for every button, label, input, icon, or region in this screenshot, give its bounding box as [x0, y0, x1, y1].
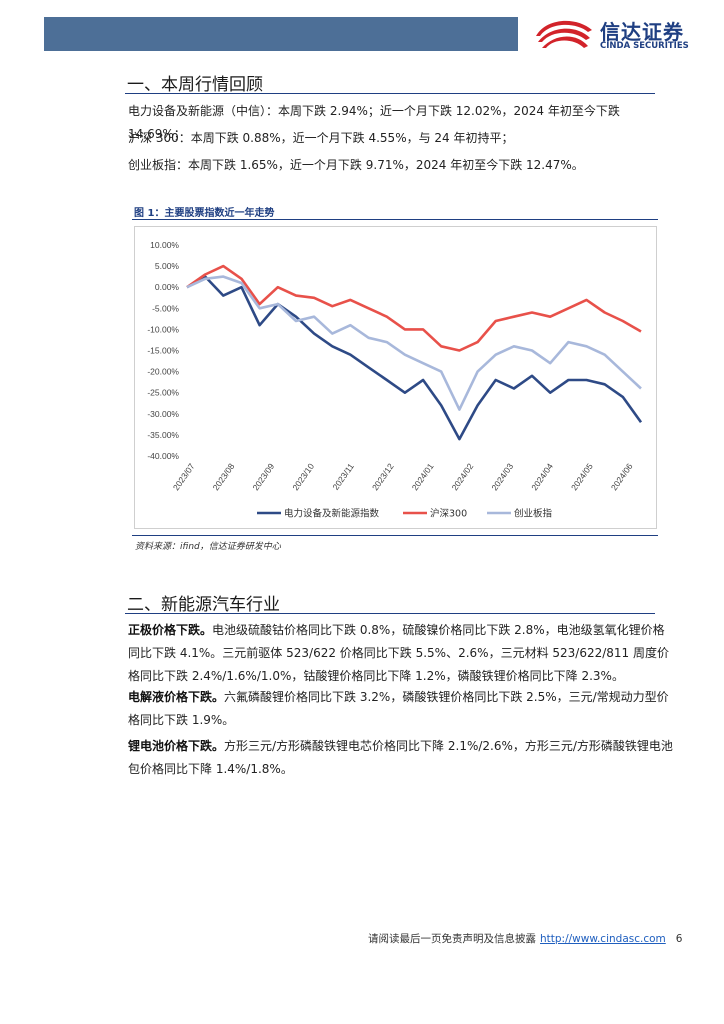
page-number: 6: [675, 933, 683, 945]
x-tick-label: 2023/07: [171, 461, 197, 492]
y-tick-label: -20.00%: [147, 367, 179, 377]
x-tick-label: 2024/02: [450, 461, 476, 492]
figure-bottom-rule: [132, 535, 658, 536]
section2-rule: [125, 613, 655, 614]
x-tick-label: 2023/11: [330, 461, 356, 492]
x-tick-label: 2024/01: [410, 461, 436, 492]
index-trend-chart: 10.00% 5.00% 0.00% -5.00% -10.00% -15.00% -20.…: [134, 226, 657, 529]
cinda-logo-mark-icon: [536, 20, 592, 48]
legend-label-0: 电力设备及新能源指数: [284, 508, 380, 520]
x-tick-label: 2024/06: [609, 461, 635, 492]
logo-chinese-name: 信达证券: [600, 20, 684, 44]
logo-english-name: CINDA SECURITIES: [600, 41, 689, 51]
x-tick-label: 2023/09: [250, 461, 276, 492]
paragraph-cathode-text: 电池级硫酸钴价格同比下跌 0.8%，硫酸镍价格同比下跌 2.8%，电池级氢氧化锂…: [128, 623, 669, 683]
chart-svg: 10.00% 5.00% 0.00% -5.00% -10.00% -15.00% -20.…: [147, 240, 643, 520]
paragraph-electrolyte-text: 六氟磷酸锂价格同比下跌 3.2%，磷酸铁锂价格同比下跌 2.5%，三元/常规动力…: [128, 690, 669, 727]
legend-label-2: 创业板指: [514, 508, 553, 520]
market-line-chinext: 创业板指：本周下跌 1.65%，近一个月下跌 9.71%，2024 年初至今下跌…: [128, 158, 584, 172]
paragraph-battery-lead: 锂电池价格下跌。: [128, 739, 225, 753]
y-tick-label: -5.00%: [152, 303, 179, 313]
figure-top-rule: [132, 219, 658, 220]
header-bar: [44, 17, 518, 51]
series-line-1: [186, 264, 642, 352]
paragraph-cathode-lead: 正极价格下跌。: [128, 623, 213, 637]
paragraph-battery-text: 方形三元/方形磷酸铁锂电芯价格同比下降 2.1%/2.6%，方形三元/方形磷酸铁…: [128, 739, 673, 776]
footer-disclaimer: 请阅读最后一页免责声明及信息披露: [368, 933, 536, 945]
paragraph-battery: 锂电池价格下跌。方形三元/方形磷酸铁锂电芯价格同比下降 2.1%/2.6%，方形…: [128, 735, 676, 781]
series-line-2: [186, 275, 642, 411]
y-tick-label: -30.00%: [147, 409, 179, 419]
x-tick-label: 2024/04: [529, 461, 555, 492]
series-line-0: [186, 275, 643, 441]
x-tick-label: 2023/08: [211, 461, 237, 492]
section1-title: 一、本周行情回顾: [127, 75, 263, 95]
y-tick-label: -25.00%: [147, 388, 179, 398]
figure-title: 图 1：主要股票指数近一年走势: [134, 208, 275, 219]
x-tick-label: 2024/03: [489, 461, 515, 492]
y-tick-label: 10.00%: [150, 240, 179, 250]
market-line-csi300: 沪深 300：本周下跌 0.88%，近一个月下跌 4.55%，与 24 年初持平…: [128, 131, 514, 145]
y-tick-label: -40.00%: [147, 451, 179, 461]
x-tick-label: 2023/10: [290, 461, 316, 492]
x-tick-label: 2024/05: [569, 461, 595, 492]
footer-url-link[interactable]: http://www.cindasc.com: [540, 933, 666, 945]
x-tick-label: 2023/12: [370, 461, 396, 492]
legend-label-1: 沪深300: [430, 508, 467, 520]
paragraph-electrolyte: 电解液价格下跌。六氟磷酸锂价格同比下跌 3.2%，磷酸铁锂价格同比下跌 2.5%…: [128, 686, 676, 732]
section1-rule: [125, 93, 655, 94]
y-tick-label: 0.00%: [155, 282, 180, 292]
y-tick-label: -15.00%: [147, 346, 179, 356]
section2-title: 二、新能源汽车行业: [127, 595, 280, 615]
y-tick-label: -10.00%: [147, 324, 179, 334]
cinda-logo: 信达证券 CINDA SECURITIES: [532, 14, 702, 54]
paragraph-cathode: 正极价格下跌。电池级硫酸钴价格同比下跌 0.8%，硫酸镍价格同比下跌 2.8%，…: [128, 619, 676, 688]
market-line-power-equipment: 电力设备及新能源（中信）：本周下跌 2.94%；近一个月下跌 12.02%，20…: [128, 104, 620, 141]
footer: 请阅读最后一页免责声明及信息披露 http://www.cindasc.com 6: [368, 931, 682, 946]
y-tick-label: 5.00%: [155, 261, 180, 271]
figure-source: 资料来源：ifind，信达证券研发中心: [135, 542, 281, 552]
paragraph-electrolyte-lead: 电解液价格下跌。: [128, 690, 225, 704]
y-tick-label: -35.00%: [147, 430, 179, 440]
